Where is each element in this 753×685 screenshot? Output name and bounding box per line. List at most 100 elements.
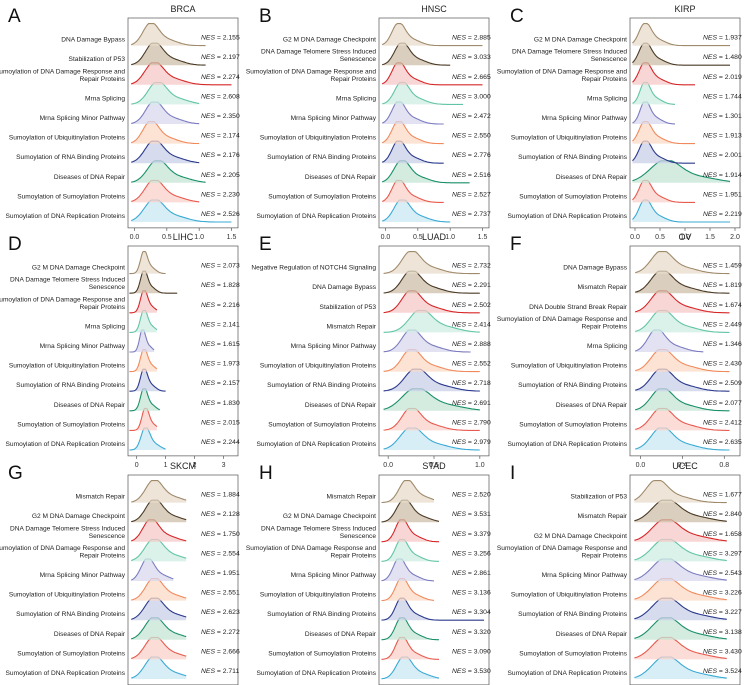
x-tick-label: 0.0 <box>130 234 140 241</box>
nes-value: = 2.979 <box>466 439 491 446</box>
panel-letter: D <box>8 234 22 255</box>
nes-value: = 3.033 <box>466 54 491 61</box>
x-tick-label: 0.0 <box>630 234 640 241</box>
nes-label: NES = 2.737 <box>452 211 491 218</box>
pathway-label: Sumoylation of RNA Binding Proteins <box>518 154 628 161</box>
ridge-line <box>383 349 480 373</box>
pathway-label: Sumoylation of Sumoylation Proteins <box>17 421 125 428</box>
pathway-label: Sumoylation of RNA Binding Proteins <box>518 611 628 618</box>
panel-h: H STAD Sumoylation of DNA Replication Prot… <box>246 461 491 685</box>
nes-label: NES = 1.674 <box>703 302 742 309</box>
pathway-label: Sumoylation of DNA Damage Response and <box>497 316 627 323</box>
panel-title: LUAD <box>422 232 447 242</box>
ridge-line <box>381 558 435 582</box>
ridge-fill <box>129 251 166 274</box>
x-tick-label: 1.5 <box>227 234 237 241</box>
ridge-line <box>632 160 731 182</box>
pathway-label: G2 M DNA Damage Checkpoint <box>283 513 376 520</box>
ridge-line <box>381 499 440 523</box>
nes-label: NES = 1.828 <box>201 282 240 289</box>
pathway-label: Sumoylation of DNA Replication Proteins <box>257 441 377 448</box>
ridge-line <box>383 251 480 275</box>
ridge-fill <box>634 578 727 601</box>
panel-f: F OV Sumoylation of DNA Replication Protei… <box>497 232 742 469</box>
nes-label: NES = 1.744 <box>703 93 742 100</box>
nes-value: = 2.001 <box>717 152 742 159</box>
nes-label: NES = 2.449 <box>703 321 742 328</box>
nes-value: = 3.297 <box>717 550 742 557</box>
pathway-label: Mismatch Repair <box>327 494 377 501</box>
plot-frame <box>378 17 490 229</box>
pathway-label: Sumoylation of DNA Damage Response and <box>246 545 376 552</box>
nes-value: = 1.830 <box>215 400 240 407</box>
pathway-label: Sumoylation of Sumoylation Proteins <box>268 650 376 657</box>
ridge-fill <box>382 102 444 124</box>
nes-label: NES = 2.623 <box>201 609 240 616</box>
ridge-line <box>634 578 727 601</box>
pathway-label: Sumoylation of RNA Binding Proteins <box>16 382 126 389</box>
ridge-line <box>635 368 730 392</box>
nes-value: = 1.951 <box>215 570 240 577</box>
nes-label: NES = 3.227 <box>703 609 742 616</box>
nes-label: NES = 2.274 <box>201 74 240 81</box>
ridge-fill <box>131 578 187 601</box>
ridge-fill <box>383 408 480 431</box>
nes-value: = 2.502 <box>466 302 491 309</box>
pathway-label: Mrna Splicing Minor Pathway <box>542 572 628 579</box>
nes-value: = 1.884 <box>215 492 240 499</box>
nes-label: NES = 2.001 <box>703 152 742 159</box>
ridge-fill <box>383 388 480 411</box>
nes-label: NES = 2.979 <box>452 439 491 446</box>
nes-value: = 1.301 <box>717 113 742 120</box>
panel-e: E LUAD Sumoylation of DNA Replication Prot… <box>251 232 491 469</box>
nes-label: NES = 2.665 <box>452 74 491 81</box>
ridge-fill <box>635 290 730 313</box>
pathway-label: Sumoylation of DNA Replication Proteins <box>508 441 628 448</box>
pathway-label: Mrna Splicing Minor Pathway <box>291 572 377 579</box>
nes-label: NES = 1.913 <box>703 133 742 140</box>
ridge-line <box>382 81 464 105</box>
x-tick-label: 0.0 <box>383 462 393 469</box>
nes-label: NES = 2.666 <box>201 648 240 655</box>
nes-label: NES = 2.272 <box>201 629 240 636</box>
ridge-fill <box>634 617 727 640</box>
nes-value: = 2.077 <box>717 400 742 407</box>
nes-value: = 3.136 <box>466 590 491 597</box>
nes-label: NES = 2.527 <box>452 191 491 198</box>
nes-label: NES = 2.073 <box>201 263 240 270</box>
ridge-fill <box>634 598 727 621</box>
nes-value: = 2.520 <box>466 492 491 499</box>
nes-value: = 2.274 <box>215 74 240 81</box>
pathway-label: DNA Damage Bypass <box>312 284 376 291</box>
ridge-fill <box>632 102 675 124</box>
pathway-label: Repair Proteins <box>582 323 628 330</box>
nes-value: = 2.272 <box>215 629 240 636</box>
nes-value: = 1.951 <box>717 191 742 198</box>
ridge-line <box>635 290 730 314</box>
pathway-label: Repair Proteins <box>582 552 628 559</box>
nes-label: NES = 2.888 <box>452 341 491 348</box>
nes-value: = 3.304 <box>466 609 491 616</box>
nes-value: = 3.320 <box>466 629 491 636</box>
ridge-fill <box>382 160 470 183</box>
ridge-fill <box>382 23 483 46</box>
pathway-label: Sumoylation of RNA Binding Proteins <box>267 382 377 389</box>
ridge-fill <box>635 251 730 274</box>
pathway-label: Diseases of DNA Repair <box>556 402 628 409</box>
ridge-line <box>632 23 730 47</box>
pathway-label: Sumoylation of RNA Binding Proteins <box>16 611 126 618</box>
pathway-label: Sumoylation of DNA Replication Proteins <box>6 213 126 220</box>
ridge-line <box>131 101 200 125</box>
pathway-label: Repair Proteins <box>80 304 126 311</box>
nes-value: = 2.073 <box>215 263 240 270</box>
nes-label: NES = 3.531 <box>452 511 491 518</box>
pathway-label: Repair Proteins <box>582 76 628 83</box>
plot-frame <box>629 245 741 457</box>
nes-value: = 2.516 <box>466 172 491 179</box>
ridge-line <box>382 121 444 145</box>
ridge-fill <box>131 637 187 660</box>
panel-letter: A <box>8 6 21 27</box>
ridge-fill <box>382 121 444 144</box>
ridge-fill <box>634 657 727 679</box>
